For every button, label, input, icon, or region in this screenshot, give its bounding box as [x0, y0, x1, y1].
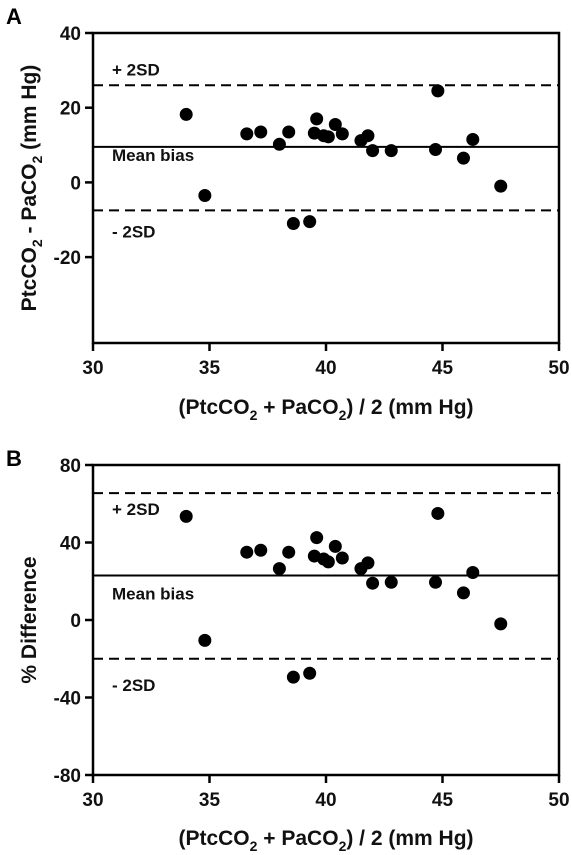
data-point [456, 586, 470, 600]
reference-line-label: + 2SD [112, 60, 160, 79]
reference-line-label: - 2SD [112, 222, 155, 241]
y-tick-label: 0 [70, 173, 81, 194]
reference-line-label: - 2SD [112, 676, 155, 695]
reference-line-label: + 2SD [112, 500, 160, 519]
data-point [240, 545, 254, 559]
data-point [254, 125, 268, 139]
data-point [429, 575, 443, 589]
x-axis-label-sub2: 2 [339, 838, 347, 854]
data-point [366, 144, 380, 158]
x-axis-label-sub2: 2 [339, 407, 347, 423]
data-point [466, 132, 480, 146]
y-tick-label: 20 [60, 99, 81, 120]
plot-frame [91, 463, 561, 777]
x-axis-label: (PtcCO2 + PaCO2) / 2 (mm Hg) [178, 827, 473, 854]
x-axis-label-post: ) / 2 (mm Hg) [346, 396, 473, 419]
data-point [179, 509, 193, 523]
x-tick-label: 40 [315, 358, 336, 379]
data-point [456, 151, 470, 165]
x-axis-label-sub1: 2 [250, 407, 258, 423]
x-tick-label: 50 [548, 358, 569, 379]
data-point [282, 545, 296, 559]
data-point [321, 555, 335, 569]
data-point [361, 129, 375, 143]
panel-b: B 30 35 40 45 50 80 40 0 -40 -80 + 2SD Mean bias - 2S… [6, 446, 570, 854]
x-axis-label-sub1: 2 [250, 838, 258, 854]
data-point [254, 543, 268, 557]
data-point [429, 143, 443, 157]
y-tick-label: 80 [60, 456, 81, 477]
x-tick-label: 50 [548, 790, 569, 811]
x-tick-label: 40 [315, 790, 336, 811]
data-point [310, 112, 324, 126]
panel-label: B [6, 446, 22, 471]
panel-label: A [6, 4, 22, 29]
x-axis-label-mid: + PaCO [257, 396, 338, 419]
x-tick-label: 35 [199, 358, 221, 379]
data-point [431, 84, 445, 98]
data-point [310, 531, 324, 545]
data-point [494, 617, 508, 631]
data-point [321, 130, 335, 144]
reference-line-label: Mean bias [112, 146, 194, 165]
y-axis-label-sub1: 2 [29, 239, 45, 247]
x-tick-label: 45 [432, 358, 454, 379]
x-axis-label: (PtcCO2 + PaCO2) / 2 (mm Hg) [178, 396, 473, 423]
y-axis-label-pre: % Difference [18, 556, 41, 683]
y-tick-label: 40 [60, 24, 81, 45]
data-point [366, 576, 380, 590]
data-point [286, 670, 300, 684]
data-point [328, 118, 342, 132]
y-axis-label-mid: - PaCO [18, 163, 41, 239]
y-tick-label: -20 [54, 248, 81, 269]
data-point [272, 562, 286, 576]
plot-frame [91, 31, 561, 345]
x-axis-label-post: ) / 2 (mm Hg) [346, 827, 473, 850]
y-axis-label-post: (mm Hg) [18, 65, 41, 156]
data-point [384, 144, 398, 158]
x-axis-label-pre: (PtcCO [178, 396, 249, 419]
x-tick-label: 30 [82, 790, 103, 811]
data-point [431, 506, 445, 520]
data-point [361, 556, 375, 570]
data-point [286, 216, 300, 230]
x-tick-label: 45 [432, 790, 454, 811]
y-tick-label: 40 [60, 534, 81, 555]
data-point [282, 125, 296, 139]
data-point [335, 551, 349, 565]
data-point [466, 566, 480, 580]
data-point [179, 107, 193, 121]
y-axis-label-pre: PtcCO [18, 247, 41, 311]
y-axis-label-sub2: 2 [29, 155, 45, 163]
y-tick-label: -40 [54, 689, 81, 710]
data-point [335, 127, 349, 141]
data-point [303, 215, 317, 229]
x-tick-label: 30 [82, 358, 103, 379]
data-point [384, 575, 398, 589]
data-point [272, 137, 286, 151]
x-axis-label-pre: (PtcCO [178, 827, 249, 850]
reference-line-label: Mean bias [112, 584, 194, 603]
y-axis-label: PtcCO2 - PaCO2 (mm Hg) [18, 65, 45, 312]
data-point [198, 633, 212, 647]
y-tick-label: -80 [54, 766, 81, 787]
data-point [494, 179, 508, 193]
data-point [303, 666, 317, 680]
data-point [240, 127, 254, 141]
y-tick-label: 0 [70, 611, 81, 632]
panel-a: A 30 35 40 45 50 40 20 0 -20 + 2SD Mean bias - 2SD (P… [6, 4, 570, 423]
data-point [198, 188, 212, 202]
x-tick-label: 35 [199, 790, 221, 811]
x-axis-label-mid: + PaCO [257, 827, 338, 850]
data-point [328, 539, 342, 553]
y-axis-label: % Difference [18, 556, 41, 683]
